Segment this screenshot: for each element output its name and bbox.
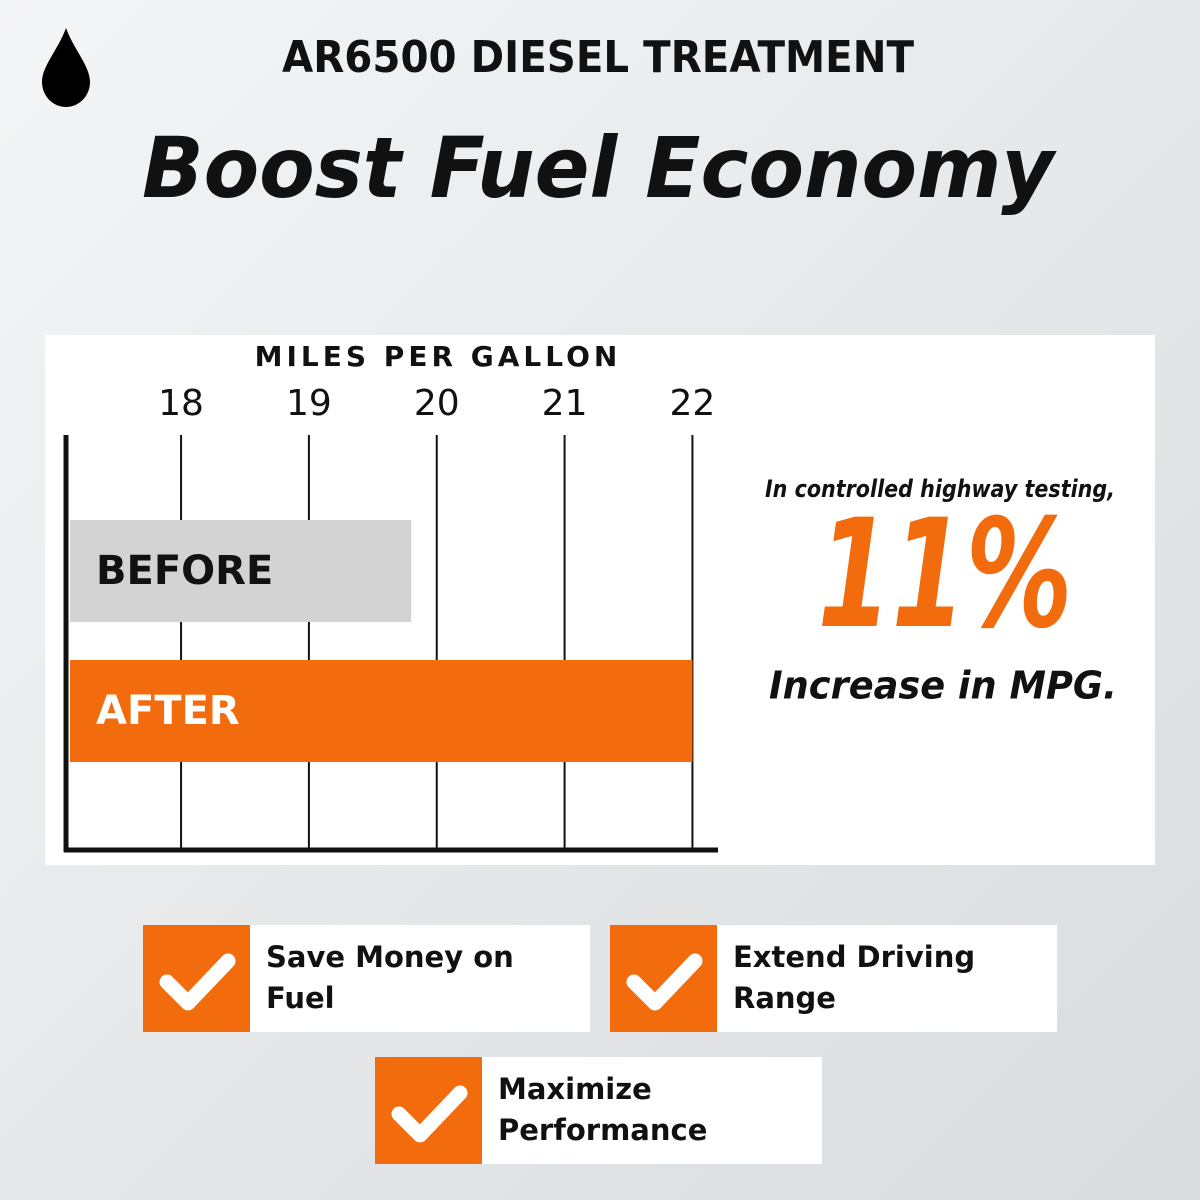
check-square [143,925,250,1032]
x-tick-label: 21 [542,383,588,424]
header: AR6500 DIESEL TREATMENT [282,32,914,83]
check-icon [159,953,236,1011]
benefit-text: Performance [498,1113,707,1147]
benefit-text: Save Money on [266,940,514,974]
bar-label: AFTER [96,688,240,734]
x-axis-label: MILES PER GALLON [255,340,622,373]
x-tick-label: 19 [286,383,332,424]
benefit-text: Maximize [498,1072,652,1106]
x-tick-label: 20 [414,383,460,424]
check-square [375,1057,482,1164]
bar [70,660,693,762]
benefit-text: Extend Driving [733,940,975,974]
annotation-highlight: 11% [818,488,1073,662]
bar-label: BEFORE [96,548,273,594]
benefit-text: Range [733,981,836,1015]
chart-title: Boost Fuel Economy [142,119,1057,217]
drop-icon [42,28,90,107]
annotation-line: Increase in MPG. [769,664,1117,708]
benefit-text: Fuel [266,981,335,1015]
check-icon [391,1085,468,1143]
bar [70,520,412,622]
check-square [610,925,717,1032]
x-tick-label: 18 [158,383,204,424]
check-icon [626,953,703,1011]
annotation-line: In controlled highway testing, [765,475,1115,503]
x-tick-label: 22 [670,383,716,424]
